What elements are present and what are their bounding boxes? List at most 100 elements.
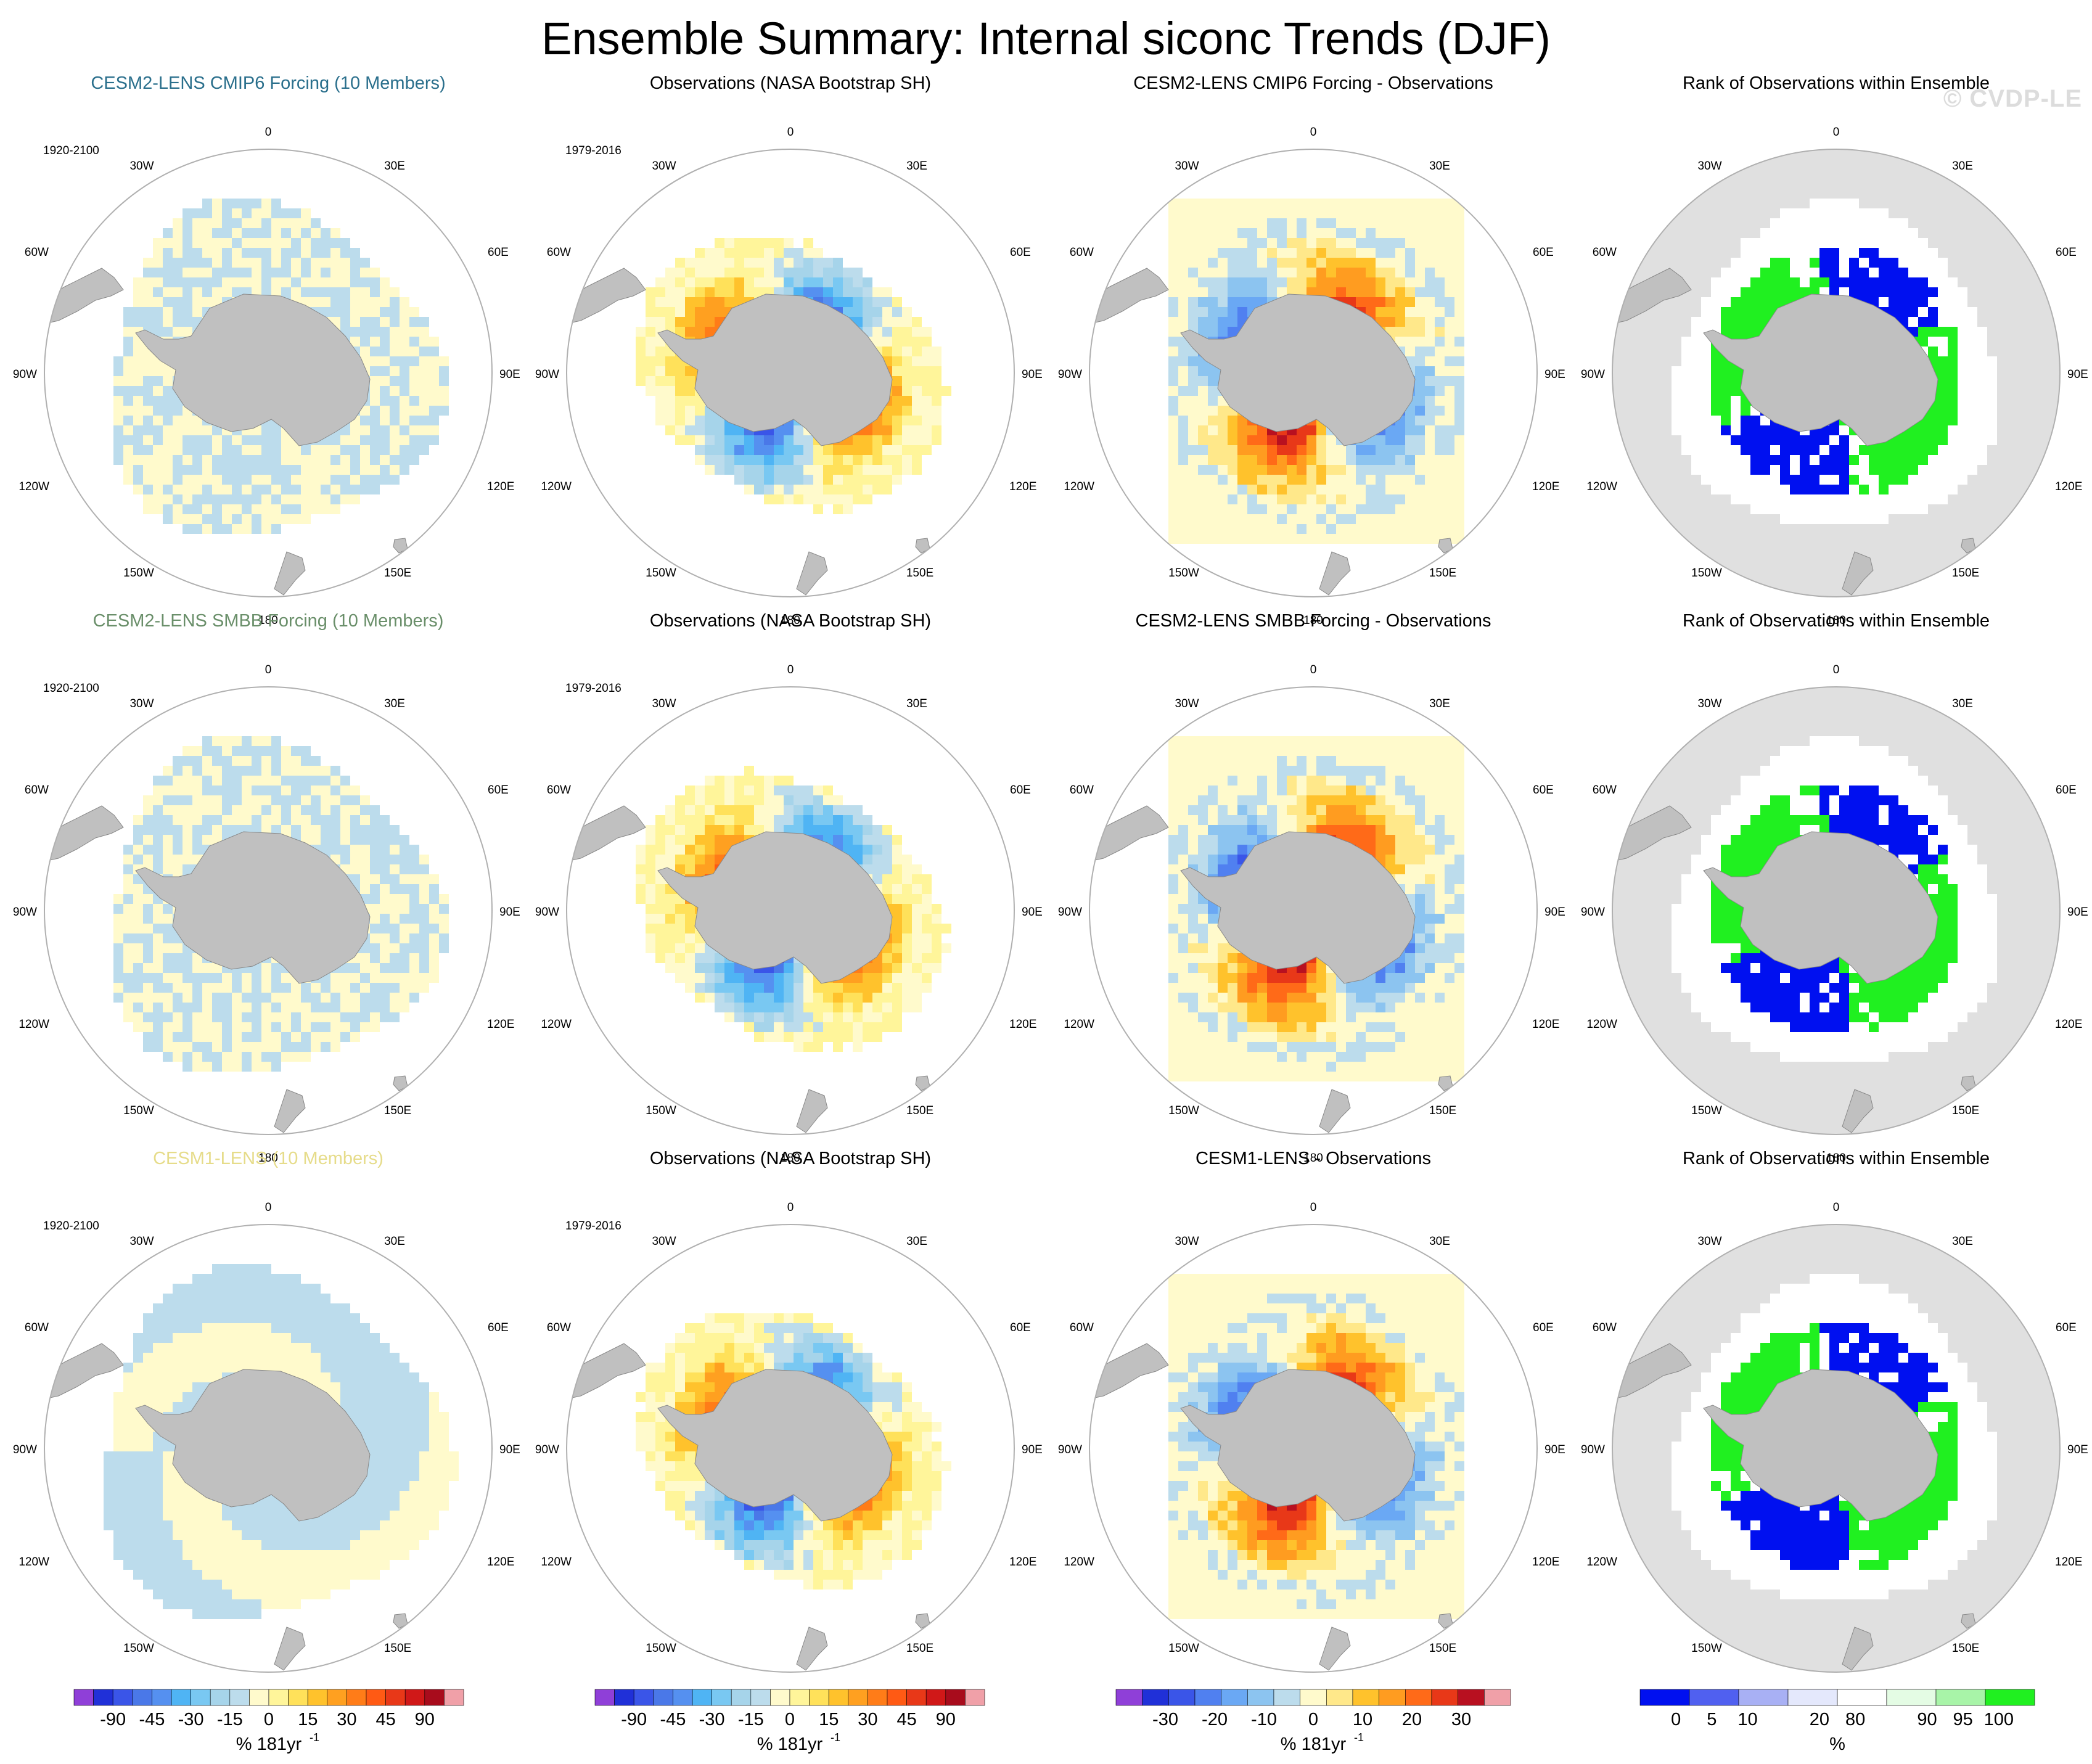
grid-cell: [232, 435, 242, 445]
grid-cell: [912, 386, 922, 396]
grid-cell: [1218, 736, 1228, 746]
grid-cell: [863, 855, 872, 864]
grid-cell: [1326, 524, 1336, 534]
grid-cell: [843, 287, 853, 297]
grid-cell: [340, 435, 350, 445]
grid-cell: [882, 287, 892, 297]
grid-cell: [1829, 485, 1839, 494]
grid-cell: [192, 228, 202, 238]
grid-cell: [1316, 494, 1326, 504]
grid-cell: [892, 406, 902, 416]
grid-cell: [1306, 238, 1316, 248]
grid-cell: [774, 277, 784, 287]
grid-cell: [1168, 297, 1178, 307]
grid-cell: [242, 805, 252, 815]
grid-cell: [1287, 805, 1297, 815]
grid-cell: [1415, 776, 1425, 786]
grid-cell: [1770, 445, 1780, 455]
grid-cell: [715, 307, 724, 317]
grid-cell: [173, 983, 183, 993]
grid-cell: [724, 1003, 734, 1012]
grid-cell: [1445, 277, 1454, 287]
grid-cell: [153, 287, 163, 297]
grid-cell: [123, 1012, 133, 1022]
grid-cell: [1445, 746, 1454, 756]
grid-cell: [1958, 297, 1967, 307]
grid-cell: [1277, 514, 1287, 524]
grid-cell: [400, 933, 409, 943]
grid-cell: [932, 376, 941, 386]
grid-cell: [932, 904, 941, 914]
grid-cell: [1879, 455, 1889, 465]
grid-cell: [1425, 366, 1435, 376]
grid-cell: [675, 924, 685, 933]
grid-cell: [419, 874, 429, 884]
grid-cell: [232, 475, 242, 485]
grid-cell: [1208, 795, 1218, 805]
grid-cell: [321, 307, 330, 317]
grid-cell: [291, 258, 301, 268]
grid-cell: [1454, 228, 1464, 238]
grid-cell: [143, 1012, 153, 1022]
map-panel: CESM2-LENS CMIP6 Forcing - Observations0…: [1058, 73, 1565, 627]
grid-cell: [744, 973, 754, 983]
grid-cell: [153, 1003, 163, 1012]
grid-cell: [390, 347, 400, 356]
longitude-label: 30E: [1429, 160, 1450, 173]
grid-cell: [1445, 736, 1454, 746]
grid-cell: [1711, 366, 1721, 376]
grid-cell: [153, 943, 163, 953]
grid-cell: [370, 445, 380, 455]
grid-cell: [1938, 425, 1948, 435]
grid-cell: [1385, 238, 1395, 248]
grid-cell: [1267, 756, 1277, 766]
grid-cell: [833, 455, 843, 465]
grid-cell: [1267, 465, 1277, 475]
grid-cell: [261, 825, 271, 835]
grid-cell: [1415, 238, 1425, 248]
grid-cell: [1790, 287, 1800, 297]
grid-cell: [665, 366, 675, 376]
grid-cell: [400, 396, 409, 406]
grid-cell: [1721, 465, 1731, 475]
grid-cell: [872, 435, 882, 445]
grid-cell: [1948, 327, 1958, 337]
grid-cell: [1869, 485, 1879, 494]
grid-cell: [153, 815, 163, 825]
grid-cell: [163, 307, 173, 317]
grid-cell: [1938, 366, 1948, 376]
map-boundary: [1089, 149, 1538, 597]
grid-cell: [675, 406, 685, 416]
grid-cell: [1977, 445, 1987, 455]
grid-cell: [1395, 218, 1405, 228]
grid-cell: [192, 845, 202, 855]
grid-cell: [922, 973, 932, 983]
grid-cell: [695, 973, 705, 983]
grid-cell: [754, 825, 764, 835]
grid-cell: [409, 366, 419, 376]
grid-cell: [271, 1062, 281, 1072]
grid-cell: [1701, 396, 1711, 406]
grid-cell: [675, 904, 685, 914]
grid-cell: [1918, 494, 1928, 504]
grid-cell: [202, 786, 212, 795]
grid-cell: [370, 425, 380, 435]
grid-cell: [892, 435, 902, 445]
grid-cell: [143, 973, 153, 983]
grid-cell: [1898, 297, 1908, 307]
grid-cell: [301, 805, 311, 815]
grid-cell: [1208, 435, 1218, 445]
grid-cell: [892, 973, 902, 983]
grid-cell: [1385, 776, 1395, 786]
grid-cell: [1336, 465, 1346, 475]
grid-cell: [330, 766, 340, 776]
grid-cell: [350, 485, 360, 494]
grid-cell: [833, 1012, 843, 1022]
longitude-label: 120E: [2055, 480, 2082, 493]
grid-cell: [301, 776, 311, 786]
grid-cell: [183, 953, 192, 963]
grid-cell: [143, 943, 153, 953]
grid-cell: [863, 1022, 872, 1032]
grid-cell: [1178, 396, 1188, 406]
grid-cell: [1336, 485, 1346, 494]
